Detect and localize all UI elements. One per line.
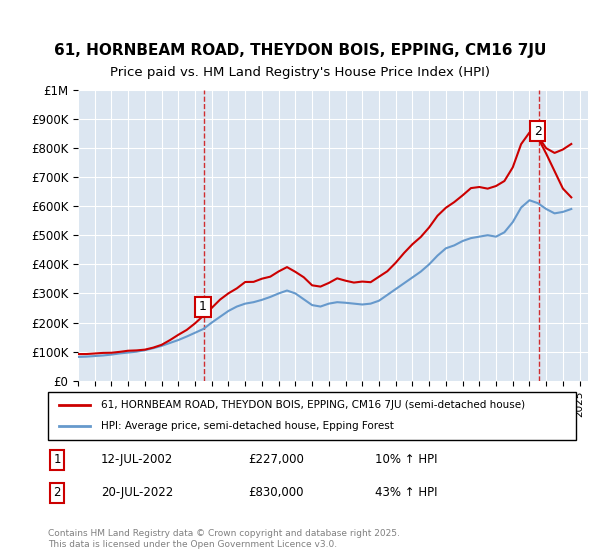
Text: 2: 2 [53, 486, 61, 500]
Text: 1: 1 [53, 454, 61, 466]
Text: 20-JUL-2022: 20-JUL-2022 [101, 486, 173, 500]
Text: 61, HORNBEAM ROAD, THEYDON BOIS, EPPING, CM16 7JU: 61, HORNBEAM ROAD, THEYDON BOIS, EPPING,… [54, 43, 546, 58]
Text: Contains HM Land Registry data © Crown copyright and database right 2025.
This d: Contains HM Land Registry data © Crown c… [48, 529, 400, 549]
Text: 43% ↑ HPI: 43% ↑ HPI [376, 486, 438, 500]
Text: 2: 2 [533, 125, 542, 138]
Text: HPI: Average price, semi-detached house, Epping Forest: HPI: Average price, semi-detached house,… [101, 421, 394, 431]
Text: 12-JUL-2002: 12-JUL-2002 [101, 454, 173, 466]
Text: £227,000: £227,000 [248, 454, 305, 466]
FancyBboxPatch shape [48, 392, 576, 440]
Text: 1: 1 [199, 300, 207, 314]
Text: Price paid vs. HM Land Registry's House Price Index (HPI): Price paid vs. HM Land Registry's House … [110, 66, 490, 80]
Text: 61, HORNBEAM ROAD, THEYDON BOIS, EPPING, CM16 7JU (semi-detached house): 61, HORNBEAM ROAD, THEYDON BOIS, EPPING,… [101, 400, 525, 410]
Text: £830,000: £830,000 [248, 486, 304, 500]
Text: 10% ↑ HPI: 10% ↑ HPI [376, 454, 438, 466]
